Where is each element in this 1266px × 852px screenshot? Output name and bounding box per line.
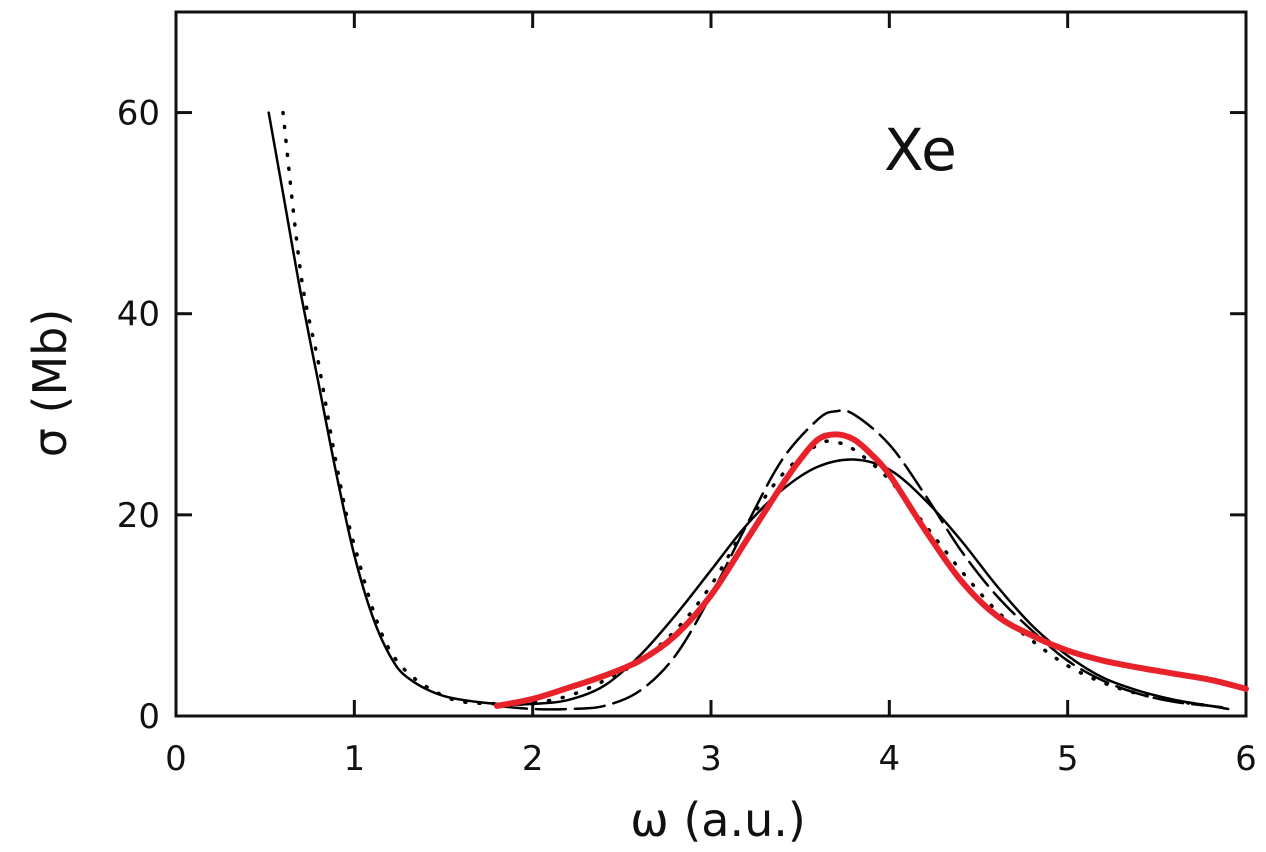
series-line-solid-thick-3 xyxy=(494,431,1249,709)
plot-frame-group xyxy=(174,10,1248,718)
y-axis-title: σ (Mb) xyxy=(23,309,77,458)
series-line-dotted-2 xyxy=(281,110,1213,708)
x-tick-label: 3 xyxy=(700,739,722,779)
x-axis-title: ω (a.u.) xyxy=(630,793,806,847)
x-tick-label: 4 xyxy=(879,739,901,779)
plot-frame xyxy=(174,10,1248,718)
x-tick-label: 5 xyxy=(1057,739,1079,779)
y-tick-label: 0 xyxy=(138,697,160,737)
x-tick-label: 2 xyxy=(522,739,544,779)
y-tick-label: 40 xyxy=(117,295,160,335)
series-line-dashed-1 xyxy=(495,409,1230,711)
y-tick-label: 60 xyxy=(117,94,160,134)
chart-annotation-label: Xe xyxy=(884,116,957,184)
series-line-solid-0 xyxy=(267,111,1230,711)
x-tick-label: 0 xyxy=(165,739,187,779)
series-group xyxy=(267,110,1249,711)
x-tick-label: 1 xyxy=(344,739,366,779)
y-tick-label: 20 xyxy=(117,496,160,536)
x-tick-label: 6 xyxy=(1235,739,1257,779)
